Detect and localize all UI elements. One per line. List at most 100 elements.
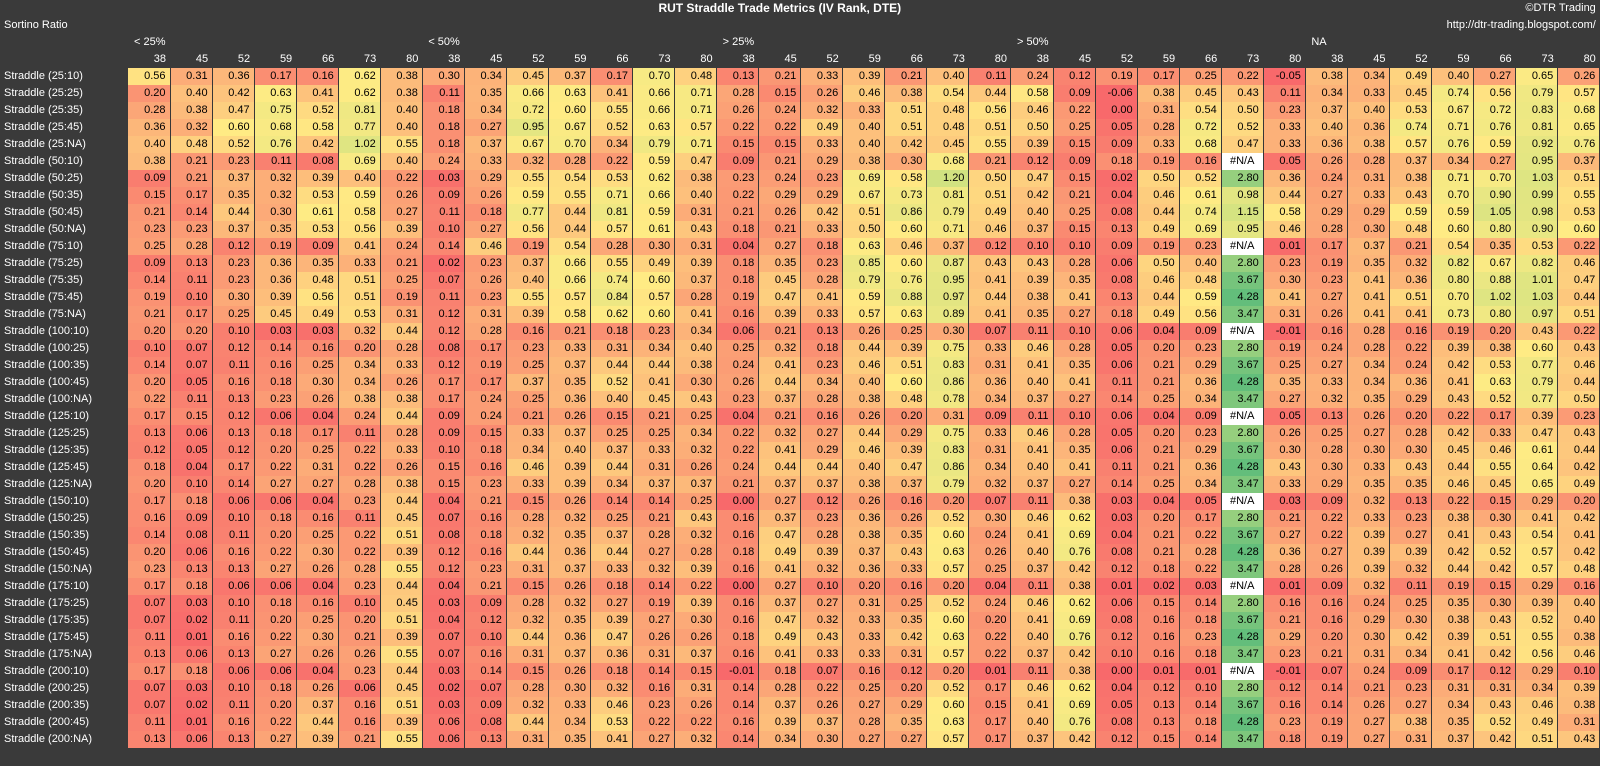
metric-cell[interactable]: 0.25 bbox=[884, 323, 928, 340]
metric-cell[interactable]: 0.38 bbox=[1053, 493, 1096, 510]
metric-cell[interactable]: 0.23 bbox=[1263, 102, 1306, 119]
metric-cell[interactable]: 0.11 bbox=[422, 85, 465, 102]
metric-cell[interactable]: 0.30 bbox=[296, 374, 339, 391]
metric-cell[interactable]: 0.18 bbox=[590, 323, 634, 340]
metric-cell[interactable]: 0.09 bbox=[422, 408, 465, 425]
metric-cell[interactable]: 0.11 bbox=[212, 612, 255, 629]
metric-cell[interactable]: 0.31 bbox=[170, 68, 213, 85]
metric-cell[interactable]: 3.67 bbox=[1221, 442, 1264, 459]
metric-cell[interactable]: 0.25 bbox=[1137, 476, 1180, 493]
metric-cell[interactable]: 0.21 bbox=[170, 153, 213, 170]
metric-cell[interactable]: 0.43 bbox=[1431, 391, 1475, 408]
metric-cell[interactable]: 0.22 bbox=[380, 170, 423, 187]
metric-cell[interactable]: 0.02 bbox=[170, 612, 213, 629]
metric-cell[interactable]: 0.34 bbox=[464, 68, 507, 85]
metric-cell[interactable]: 0.33 bbox=[590, 561, 634, 578]
metric-cell[interactable]: 0.44 bbox=[380, 408, 423, 425]
metric-cell[interactable]: 0.31 bbox=[380, 306, 423, 323]
metric-cell[interactable]: 0.61 bbox=[1515, 442, 1559, 459]
metric-cell[interactable]: 0.07 bbox=[422, 272, 465, 289]
metric-cell[interactable]: 0.43 bbox=[674, 221, 718, 238]
metric-cell[interactable]: 0.42 bbox=[1473, 731, 1517, 748]
metric-cell[interactable]: 0.21 bbox=[1137, 544, 1180, 561]
metric-cell[interactable]: 0.30 bbox=[800, 731, 844, 748]
metric-cell[interactable]: 0.25 bbox=[296, 527, 339, 544]
metric-cell[interactable]: 2.80 bbox=[1221, 510, 1264, 527]
metric-cell[interactable]: 0.10 bbox=[1095, 646, 1138, 663]
metric-cell[interactable]: 0.27 bbox=[1347, 714, 1391, 731]
metric-cell[interactable]: 0.28 bbox=[674, 544, 718, 561]
metric-cell[interactable]: 0.16 bbox=[800, 408, 844, 425]
metric-cell[interactable]: 0.59 bbox=[632, 153, 676, 170]
metric-cell[interactable]: 3.47 bbox=[1221, 476, 1264, 493]
metric-cell[interactable]: 0.10 bbox=[212, 510, 255, 527]
metric-cell[interactable]: 0.17 bbox=[128, 663, 171, 680]
metric-cell[interactable]: 0.28 bbox=[380, 340, 423, 357]
metric-cell[interactable]: 0.30 bbox=[968, 510, 1012, 527]
metric-cell[interactable]: 0.18 bbox=[716, 544, 760, 561]
metric-cell[interactable]: 0.28 bbox=[548, 153, 592, 170]
metric-cell[interactable]: 0.47 bbox=[1010, 170, 1054, 187]
metric-cell[interactable]: 0.22 bbox=[338, 459, 381, 476]
metric-cell[interactable]: 0.95 bbox=[926, 272, 970, 289]
metric-cell[interactable]: 0.62 bbox=[1053, 595, 1096, 612]
metric-cell[interactable]: 0.31 bbox=[674, 680, 718, 697]
metric-cell[interactable]: 0.07 bbox=[170, 357, 213, 374]
metric-cell[interactable]: 0.48 bbox=[1179, 272, 1222, 289]
metric-cell[interactable]: 0.19 bbox=[1431, 323, 1475, 340]
metric-cell[interactable]: 1.03 bbox=[1515, 289, 1559, 306]
metric-cell[interactable]: 0.61 bbox=[632, 221, 676, 238]
metric-cell[interactable]: 0.22 bbox=[674, 578, 718, 595]
metric-cell[interactable]: 0.15 bbox=[674, 663, 718, 680]
metric-cell[interactable]: 0.31 bbox=[1389, 731, 1433, 748]
metric-cell[interactable]: 0.57 bbox=[1515, 544, 1559, 561]
metric-cell[interactable]: 0.60 bbox=[632, 272, 676, 289]
metric-cell[interactable]: 0.23 bbox=[212, 272, 255, 289]
metric-cell[interactable]: 0.38 bbox=[1557, 629, 1600, 646]
metric-cell[interactable]: 0.34 bbox=[758, 731, 802, 748]
metric-cell[interactable]: 0.95 bbox=[506, 119, 549, 136]
metric-cell[interactable]: 0.37 bbox=[506, 255, 549, 272]
metric-cell[interactable]: 0.27 bbox=[1305, 289, 1348, 306]
metric-cell[interactable]: 0.53 bbox=[296, 221, 339, 238]
metric-cell[interactable]: 0.81 bbox=[590, 204, 634, 221]
metric-cell[interactable]: 0.15 bbox=[1053, 136, 1096, 153]
metric-cell[interactable]: 0.39 bbox=[800, 544, 844, 561]
metric-cell[interactable]: 0.35 bbox=[296, 255, 339, 272]
metric-cell[interactable]: 0.47 bbox=[758, 527, 802, 544]
metric-cell[interactable]: 0.06 bbox=[254, 408, 297, 425]
metric-cell[interactable]: 0.38 bbox=[1347, 136, 1391, 153]
metric-cell[interactable]: 2.80 bbox=[1221, 680, 1264, 697]
metric-cell[interactable]: 0.18 bbox=[254, 425, 297, 442]
metric-cell[interactable]: 0.41 bbox=[632, 374, 676, 391]
metric-cell[interactable]: 0.08 bbox=[1095, 612, 1138, 629]
metric-cell[interactable]: 0.12 bbox=[884, 663, 928, 680]
metric-cell[interactable]: 0.19 bbox=[380, 289, 423, 306]
metric-cell[interactable]: 0.40 bbox=[1347, 102, 1391, 119]
metric-cell[interactable]: 0.51 bbox=[884, 102, 928, 119]
metric-cell[interactable]: 0.46 bbox=[1473, 442, 1517, 459]
metric-cell[interactable]: 0.39 bbox=[758, 306, 802, 323]
metric-cell[interactable]: 0.54 bbox=[1179, 102, 1222, 119]
metric-cell[interactable]: 0.83 bbox=[1515, 102, 1559, 119]
metric-cell[interactable]: 0.26 bbox=[1305, 153, 1348, 170]
metric-cell[interactable]: 0.26 bbox=[674, 459, 718, 476]
metric-cell[interactable]: 0.62 bbox=[1053, 510, 1096, 527]
metric-cell[interactable]: 0.52 bbox=[926, 510, 970, 527]
metric-cell[interactable]: 0.25 bbox=[1305, 425, 1348, 442]
metric-cell[interactable]: 0.20 bbox=[254, 527, 297, 544]
metric-cell[interactable]: 0.37 bbox=[1010, 731, 1054, 748]
metric-cell[interactable]: 0.04 bbox=[716, 408, 760, 425]
metric-cell[interactable]: 0.31 bbox=[464, 306, 507, 323]
metric-cell[interactable]: 0.39 bbox=[380, 221, 423, 238]
metric-cell[interactable]: 0.35 bbox=[1431, 595, 1475, 612]
metric-cell[interactable]: 0.33 bbox=[842, 629, 886, 646]
metric-cell[interactable]: 0.68 bbox=[254, 119, 297, 136]
metric-cell[interactable]: 0.18 bbox=[1179, 646, 1222, 663]
metric-cell[interactable]: 0.13 bbox=[1095, 289, 1138, 306]
metric-cell[interactable]: 0.04 bbox=[296, 408, 339, 425]
metric-cell[interactable]: 0.72 bbox=[506, 102, 549, 119]
metric-cell[interactable]: 0.51 bbox=[1557, 306, 1600, 323]
metric-cell[interactable]: 0.30 bbox=[1305, 459, 1348, 476]
metric-cell[interactable]: 0.06 bbox=[170, 544, 213, 561]
